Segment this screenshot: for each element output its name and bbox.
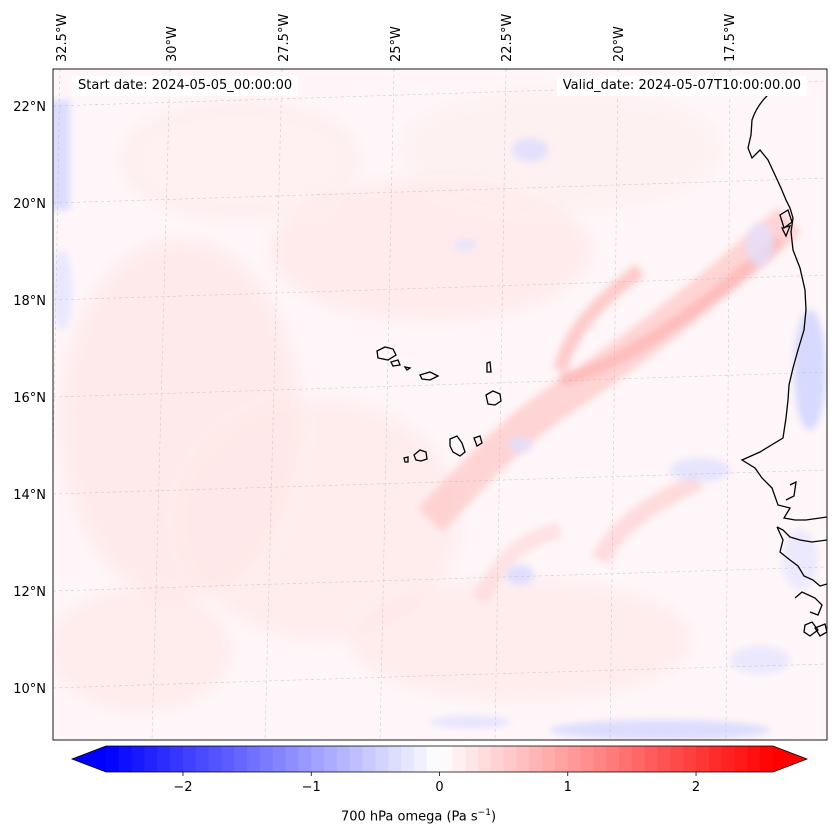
colorbar-segment <box>131 746 146 772</box>
colorbar-segment <box>234 746 248 772</box>
colorbar-segment <box>195 746 210 772</box>
colorbar-segment <box>542 746 556 772</box>
colorbar-segment <box>349 746 364 772</box>
colorbar-extend-min <box>72 746 106 772</box>
colorbar-segment <box>516 746 530 772</box>
valid-date-label: Valid_date: 2024-05-07T10:00:00.00 <box>556 76 807 96</box>
coastline <box>740 83 827 637</box>
colorbar-segment <box>426 746 441 772</box>
colorbar-label: 700 hPa omega (Pa s−1) <box>0 808 837 824</box>
lon-label-32-5w: 32.5°W <box>55 14 70 62</box>
colorbar-segment <box>118 746 133 772</box>
colorbar-tick-label: 0 <box>435 780 443 795</box>
lat-label-16: 16°N <box>13 391 46 406</box>
colorbar-segment <box>388 746 402 772</box>
colorbar-segment <box>631 746 646 772</box>
colorbar-tick-label: 1 <box>564 780 572 795</box>
colorbar-segment <box>375 746 389 772</box>
colorbar-segment <box>683 746 697 772</box>
graticule <box>53 69 827 740</box>
colorbar-segment <box>401 746 415 772</box>
lat-label-22: 22°N <box>13 100 46 115</box>
colorbar-segment <box>580 746 595 772</box>
colorbar-segment <box>644 746 659 772</box>
colorbar-segment <box>144 746 158 772</box>
start-date-label: Start date: 2024-05-05_00:00:00 <box>72 76 299 96</box>
colorbar-segment <box>298 746 312 772</box>
colorbar-segment <box>285 746 300 772</box>
colorbar-segment <box>221 746 235 772</box>
colorbar-segment <box>593 746 607 772</box>
colorbar-segment <box>708 746 723 772</box>
colorbar-label-suffix: ) <box>490 809 497 825</box>
colorbar-segment <box>247 746 261 772</box>
colorbar-segment <box>439 746 453 772</box>
lat-label-10: 10°N <box>13 682 46 697</box>
colorbar-segment <box>311 746 325 772</box>
colorbar-segment <box>554 746 569 772</box>
colorbar-label-exponent: −1 <box>477 808 491 818</box>
lon-label-25w: 25°W <box>389 26 404 62</box>
colorbar-segment <box>734 746 748 772</box>
colorbar-segment <box>208 746 223 772</box>
lat-label-20: 20°N <box>13 197 46 212</box>
colorbar-segment <box>465 746 479 772</box>
colorbar-segment <box>670 746 684 772</box>
colorbar-tick-label: 2 <box>692 780 700 795</box>
colorbar-outline <box>70 745 809 773</box>
colorbar-segment <box>477 746 492 772</box>
lon-label-30w: 30°W <box>165 26 180 62</box>
colorbar-segment <box>490 746 505 772</box>
lon-label-27-5w: 27.5°W <box>277 14 292 62</box>
lon-label-22-5w: 22.5°W <box>500 14 515 62</box>
longitude-labels: 32.5°W 30°W 27.5°W 25°W 22.5°W 20°W 17.5… <box>55 14 738 62</box>
colorbar-segment <box>272 746 287 772</box>
colorbar-segment <box>106 746 120 772</box>
colorbar-segment <box>503 746 518 772</box>
colorbar-segment <box>157 746 171 772</box>
map-frame <box>52 68 828 741</box>
colorbar: −2 −1 0 1 2 <box>70 745 809 795</box>
colorbar-ticks: −2 −1 0 1 2 <box>173 772 700 795</box>
colorbar-tick-label: −2 <box>173 780 192 795</box>
lat-label-14: 14°N <box>13 488 46 503</box>
colorbar-segment <box>170 746 184 772</box>
lon-label-20w: 20°W <box>612 26 627 62</box>
colorbar-fill <box>72 746 807 772</box>
colorbar-tick-label: −1 <box>302 780 321 795</box>
colorbar-segment <box>567 746 582 772</box>
colorbar-segment <box>182 746 197 772</box>
lat-label-12: 12°N <box>13 585 46 600</box>
colorbar-segment <box>324 746 338 772</box>
colorbar-segment <box>619 746 633 772</box>
colorbar-segment <box>657 746 671 772</box>
colorbar-segment <box>606 746 620 772</box>
colorbar-extend-max <box>773 746 807 772</box>
colorbar-segment <box>529 746 543 772</box>
cape-verde-islands <box>376 346 502 463</box>
colorbar-segment <box>362 746 376 772</box>
lon-label-17-5w: 17.5°W <box>723 14 738 62</box>
lat-label-18: 18°N <box>13 294 46 309</box>
colorbar-label-text: 700 hPa omega (Pa s <box>340 809 478 825</box>
map-panel[interactable] <box>48 68 828 741</box>
colorbar-segment <box>721 746 736 772</box>
colorbar-segment <box>413 746 428 772</box>
omega-field <box>53 69 827 740</box>
colorbar-segment <box>336 746 351 772</box>
colorbar-segment <box>696 746 710 772</box>
colorbar-segment <box>747 746 761 772</box>
colorbar-segment <box>259 746 274 772</box>
latitude-labels: 10°N 12°N 14°N 16°N 18°N 20°N 22°N <box>13 100 46 697</box>
colorbar-segment <box>452 746 466 772</box>
colorbar-segment <box>760 746 774 772</box>
